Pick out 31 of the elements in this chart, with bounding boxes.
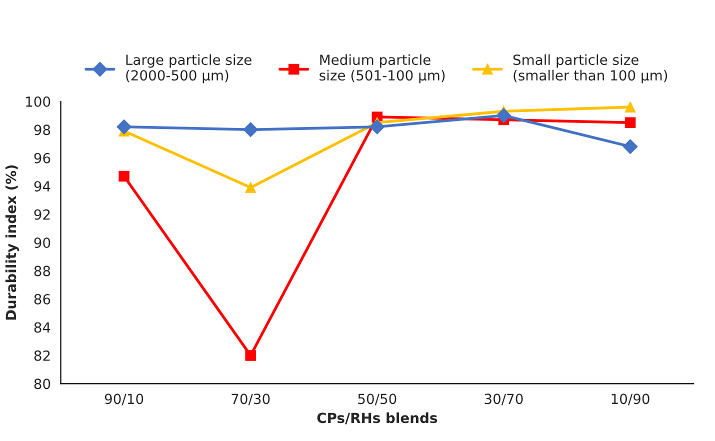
point bbox=[245, 350, 256, 361]
y-tick-label: 80 bbox=[34, 378, 50, 390]
point bbox=[370, 119, 385, 134]
point bbox=[496, 108, 512, 123]
legend-label: Small particle size (smaller than 100 µm) bbox=[513, 54, 668, 84]
y-tick-label: 96 bbox=[34, 152, 50, 164]
y-tick-label: 100 bbox=[26, 96, 50, 107]
legend-label: Medium particle size (501-100 µm) bbox=[320, 54, 445, 84]
y-tick-label: 94 bbox=[34, 181, 50, 192]
x-tick-label: 30/70 bbox=[484, 394, 523, 406]
y-tick-label: 84 bbox=[34, 322, 50, 333]
x-axis-title: CPs/RHs blends bbox=[317, 412, 438, 424]
legend-label: Large particle size (2000-500 µm) bbox=[126, 54, 252, 84]
y-tick-label: 86 bbox=[34, 294, 50, 304]
point bbox=[624, 102, 636, 112]
y-tick-label: 90 bbox=[34, 238, 50, 248]
x-tick-label: 90/10 bbox=[104, 394, 144, 406]
y-tick-label: 92 bbox=[34, 209, 50, 220]
y-tick-label: 88 bbox=[34, 266, 50, 276]
point bbox=[243, 122, 258, 138]
point bbox=[245, 182, 256, 193]
x-tick-label: 10/90 bbox=[612, 394, 650, 406]
x-tick-label: 50/50 bbox=[358, 394, 396, 406]
y-tick-label: 82 bbox=[34, 350, 50, 361]
point bbox=[624, 117, 636, 128]
point bbox=[118, 170, 130, 182]
y-tick-label: 98 bbox=[34, 124, 50, 136]
y-axis-title: Durability index (%) bbox=[5, 165, 19, 320]
point bbox=[116, 119, 132, 134]
x-tick-label: 70/30 bbox=[232, 394, 270, 406]
point bbox=[622, 139, 638, 154]
